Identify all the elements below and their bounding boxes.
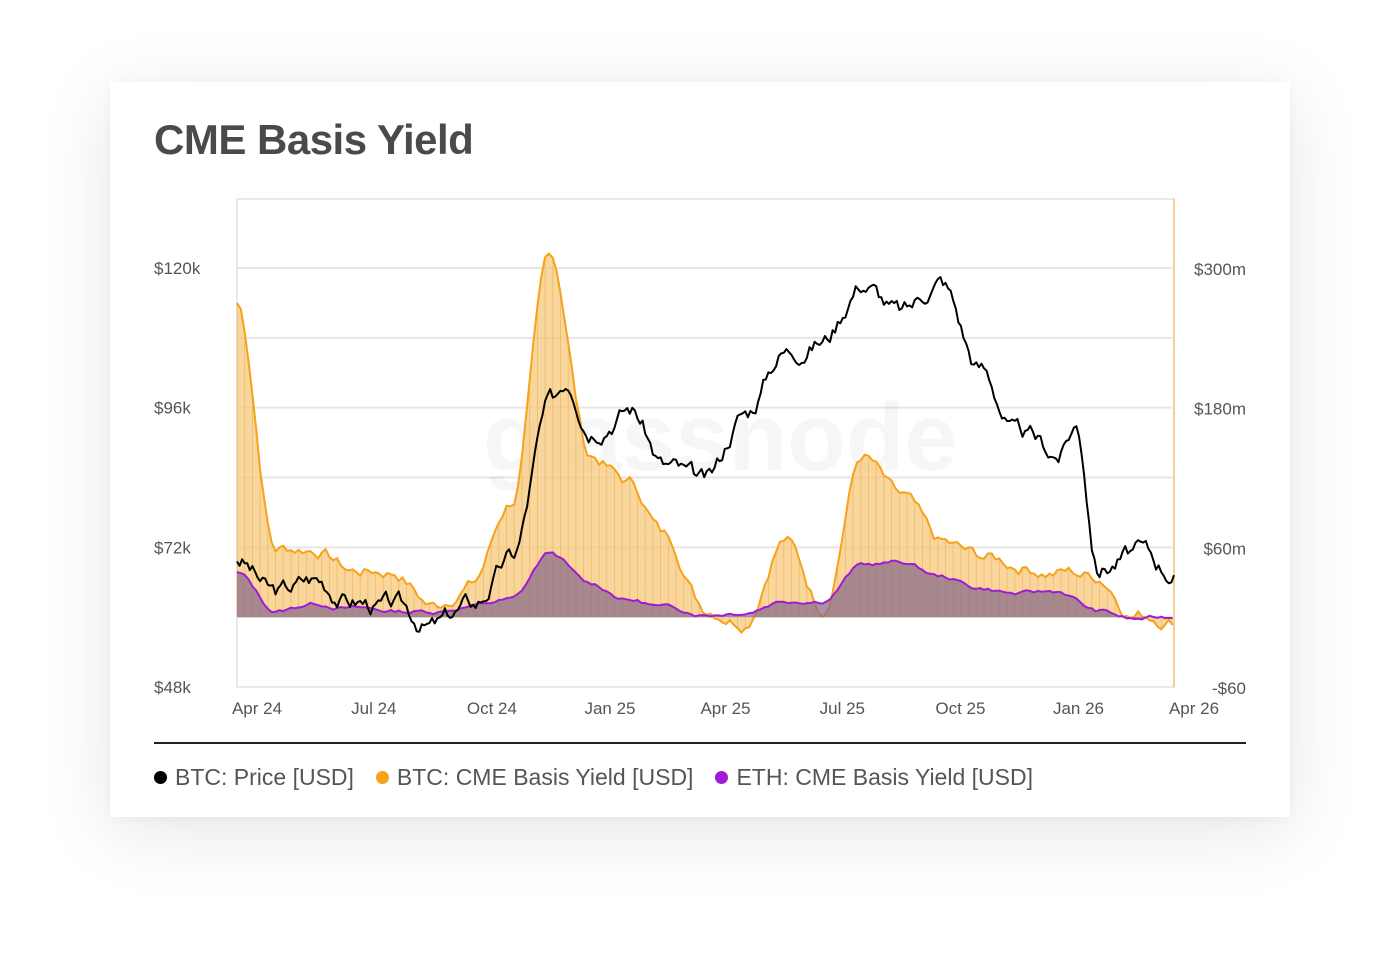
btc-price-line [236,276,1175,633]
legend-label: BTC: CME Basis Yield [USD] [396,764,694,790]
right-axis-tick-label: -$60 [1212,679,1246,698]
left-axis-tick-label: $120k [154,259,201,278]
legend-item[interactable]: BTC: CME Basis Yield [USD] [375,764,694,791]
left-axis-tick-label: $48k [154,678,191,697]
legend-item[interactable]: ETH: CME Basis Yield [USD] [715,764,1033,791]
legend-dot-icon [154,771,167,784]
x-axis-tick-label: Oct 25 [935,699,985,718]
legend-dot-icon [375,771,389,784]
legend-divider [154,742,1246,744]
eth-basis-line [236,551,1173,621]
right-axis-tick-label: $60m [1203,539,1246,558]
x-axis-tick-label: Apr 25 [700,699,750,718]
chart-card: CME Basis Yield glassnode $48k $72k $96k $12… [110,82,1290,817]
chart-plot: glassnode$48k$72k$96k$120k-$60$60m$180m$… [154,198,1246,718]
legend-dot-icon [715,771,729,784]
x-axis-tick-label: Oct 24 [467,699,517,718]
right-axis-tick-label: $180m [1194,400,1246,419]
legend-label: ETH: CME Basis Yield [USD] [736,764,1033,790]
eth-basis-area [237,552,1173,620]
x-axis-tick-label: Apr 26 [1169,699,1219,718]
x-axis-tick-label: Jan 25 [584,699,635,718]
x-axis-tick-label: Jan 26 [1053,699,1104,718]
right-axis-tick-label: $300m [1194,260,1246,279]
legend-item[interactable]: BTC: Price [USD] [154,764,354,791]
chart-legend: BTC: Price [USD] BTC: CME Basis Yield [US… [154,764,1033,791]
btc-basis-line [236,252,1174,635]
x-axis-tick-label: Apr 24 [232,699,282,718]
chart-title: CME Basis Yield [154,116,474,163]
left-axis-tick-label: $96k [154,399,191,418]
x-axis-tick-label: Jul 25 [820,699,865,718]
legend-label: BTC: Price [USD] [175,764,354,790]
left-axis-tick-label: $72k [154,538,191,557]
x-axis-tick-label: Jul 24 [351,699,396,718]
